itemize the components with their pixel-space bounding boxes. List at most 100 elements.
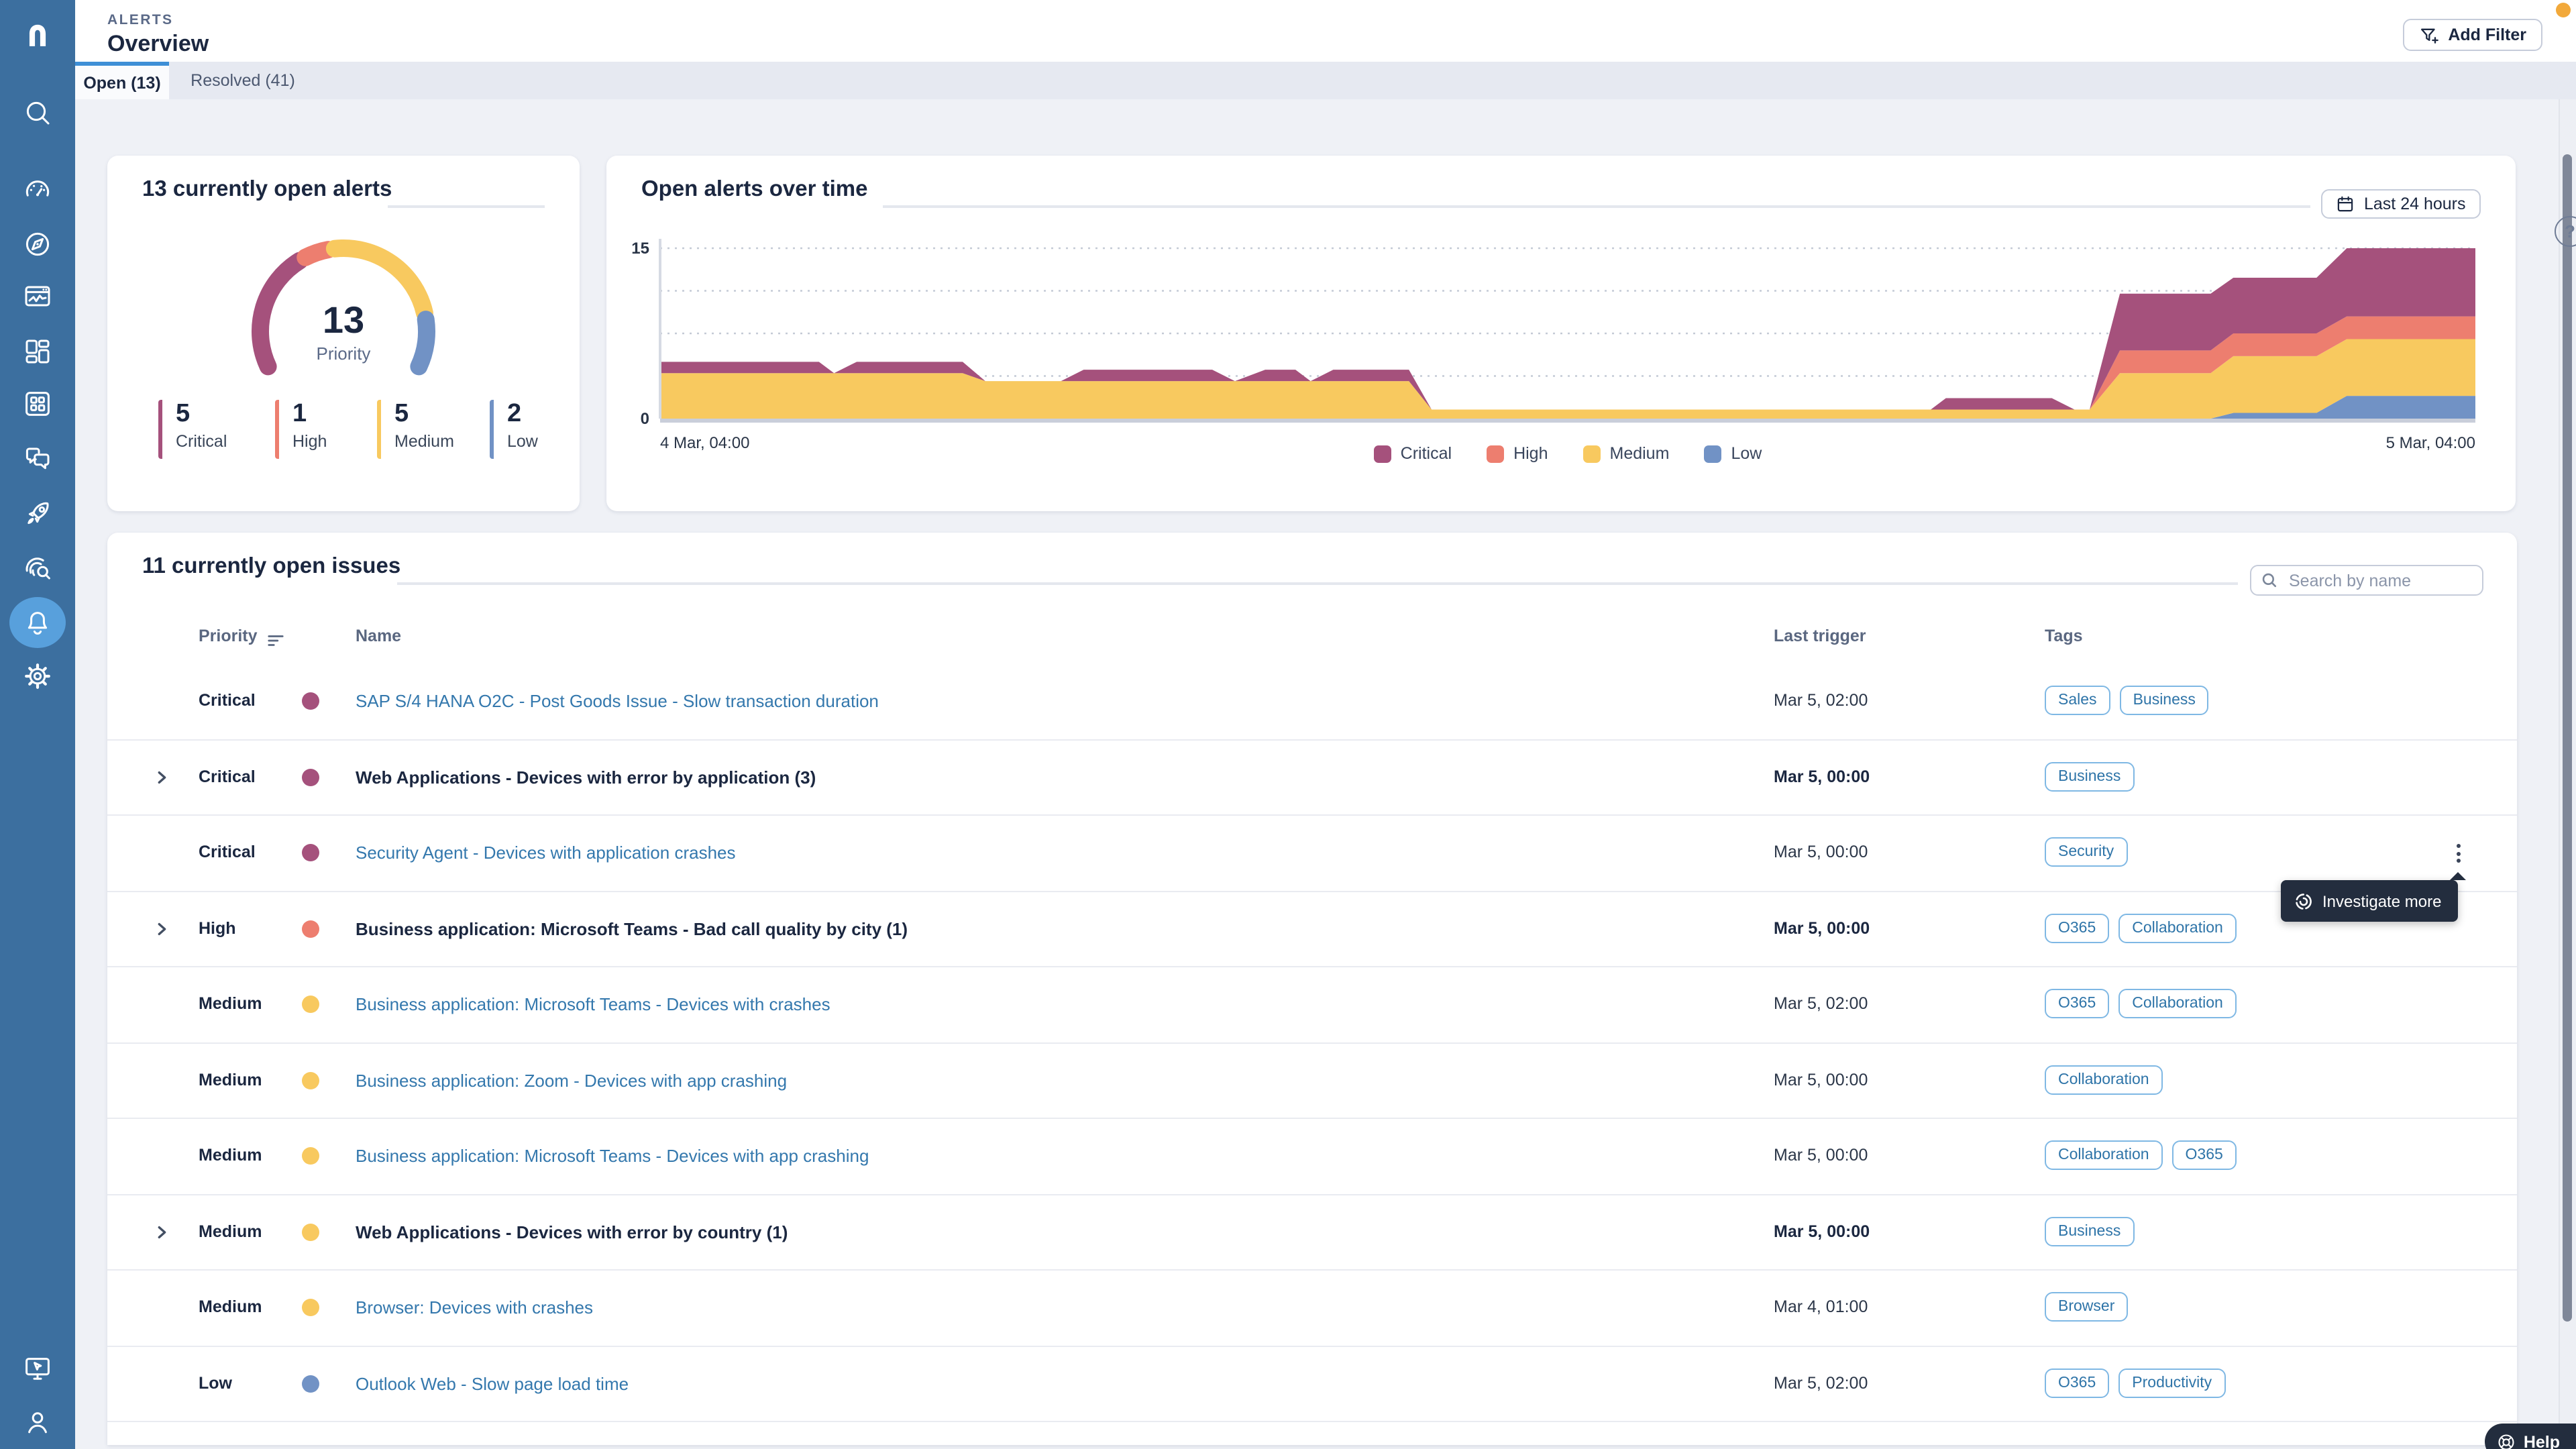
apps-icon — [25, 392, 50, 416]
sidebar-item-dashboard[interactable] — [11, 162, 64, 215]
last-trigger-value: Mar 4, 01:00 — [1774, 1297, 1868, 1316]
tag-chip: Sales — [2045, 686, 2110, 715]
time-range-button[interactable]: Last 24 hours — [2321, 189, 2481, 219]
last-trigger-value: Mar 5, 00:00 — [1774, 918, 1870, 937]
sidebar — [0, 0, 75, 1449]
filter-plus-icon — [2420, 28, 2438, 43]
expand-chevron-icon[interactable] — [153, 1223, 172, 1242]
table-row[interactable]: Critical Web Applications - Devices with… — [107, 740, 2517, 816]
add-filter-button[interactable]: Add Filter — [2402, 19, 2542, 51]
tag-chip: O365 — [2045, 989, 2110, 1018]
legend-swatch — [1582, 445, 1601, 462]
tag-chip: Collaboration — [2045, 1065, 2163, 1094]
kebab-menu-icon[interactable] — [2447, 839, 2469, 868]
tag-chip: Collaboration — [2118, 989, 2237, 1018]
column-header-tags[interactable]: Tags — [2045, 627, 2083, 645]
stat-label: Critical — [176, 432, 227, 451]
tags-cell: O365 Collaboration — [2045, 913, 2237, 943]
table-row[interactable]: Critical SAP S/4 HANA O2C - Post Goods I… — [107, 664, 2517, 740]
sidebar-item-settings[interactable] — [11, 649, 64, 702]
issue-group-name[interactable]: Web Applications - Devices with error by… — [356, 1222, 788, 1242]
column-header-last-trigger[interactable]: Last trigger — [1774, 627, 1866, 645]
issue-name-link[interactable]: Security Agent - Devices with applicatio… — [356, 843, 736, 863]
svg-text:15: 15 — [631, 239, 649, 258]
investigate-icon — [2296, 893, 2312, 909]
table-row[interactable]: Medium Business application: Zoom - Devi… — [107, 1043, 2517, 1119]
sort-icon[interactable] — [267, 632, 284, 649]
tag-chip: Business — [2045, 1216, 2135, 1246]
sidebar-item-launch[interactable] — [11, 486, 64, 540]
stat-label: Medium — [394, 432, 454, 451]
tags-cell: Sales Business — [2045, 686, 2209, 715]
sidebar-item-profile[interactable] — [11, 1395, 64, 1449]
issue-name-link[interactable]: SAP S/4 HANA O2C - Post Goods Issue - Sl… — [356, 691, 879, 711]
scrollbar-thumb[interactable] — [2563, 154, 2572, 1322]
column-header-priority[interactable]: Priority — [199, 627, 258, 645]
last-trigger-value: Mar 5, 00:00 — [1774, 767, 1870, 786]
issue-name-link[interactable]: Business application: Zoom - Devices wit… — [356, 1070, 788, 1090]
sidebar-item-search[interactable] — [11, 86, 64, 140]
priority-dot-icon — [302, 768, 319, 786]
table-row[interactable]: High Business application: Microsoft Tea… — [107, 892, 2517, 967]
table-row[interactable]: Low Outlook Web - Slow page load time Ma… — [107, 1346, 2517, 1422]
table-row[interactable]: Medium Business application: Microsoft T… — [107, 1119, 2517, 1195]
issue-group-name[interactable]: Web Applications - Devices with error by… — [356, 767, 816, 787]
chart-card-title: Open alerts over time — [641, 177, 868, 201]
priority-dot-icon — [302, 692, 319, 710]
issue-name-link[interactable]: Business application: Microsoft Teams - … — [356, 1146, 869, 1166]
sidebar-item-investigations[interactable] — [11, 541, 64, 594]
tab-open[interactable]: Open (13) — [75, 62, 169, 99]
expand-chevron-icon[interactable] — [153, 768, 172, 787]
tags-cell: Business — [2045, 761, 2135, 791]
priority-label: High — [199, 918, 236, 937]
sidebar-item-monitoring[interactable] — [11, 270, 64, 323]
issue-name-link[interactable]: Business application: Microsoft Teams - … — [356, 994, 830, 1014]
table-row[interactable]: Critical Security Agent - Devices with a… — [107, 816, 2517, 892]
help-button[interactable]: Help — [2484, 1424, 2576, 1449]
priority-label: Medium — [199, 1070, 262, 1089]
sidebar-item-applications[interactable] — [11, 377, 64, 431]
sidebar-item-alerts[interactable] — [9, 596, 66, 649]
last-trigger-value: Mar 5, 00:00 — [1774, 1070, 1868, 1089]
legend-label: Critical — [1400, 444, 1452, 463]
priority-label: Medium — [199, 1297, 262, 1316]
tab-resolved[interactable]: Resolved (41) — [191, 71, 295, 90]
tag-chip: Collaboration — [2118, 913, 2237, 943]
table-row[interactable]: Medium Browser: Devices with crashes Mar… — [107, 1271, 2517, 1346]
issue-group-name[interactable]: Business application: Microsoft Teams - … — [356, 918, 908, 938]
issue-name-link[interactable]: Outlook Web - Slow page load time — [356, 1373, 629, 1393]
legend-swatch — [1704, 445, 1722, 462]
chat-bubbles-icon — [25, 447, 50, 470]
stat-medium: 5 Medium — [377, 400, 454, 459]
sidebar-item-dashboards[interactable] — [11, 324, 64, 378]
summary-card-title: 13 currently open alerts — [142, 177, 392, 201]
search-input[interactable] — [2250, 565, 2483, 596]
tag-chip: O365 — [2171, 1140, 2237, 1170]
table-row[interactable]: Medium Business application: Microsoft T… — [107, 967, 2517, 1043]
compass-icon — [25, 231, 50, 256]
priority-label: Medium — [199, 1222, 262, 1240]
vertical-scrollbar[interactable] — [2559, 99, 2576, 1449]
tags-cell: Business — [2045, 1216, 2135, 1246]
issue-name-link[interactable]: Browser: Devices with crashes — [356, 1297, 593, 1318]
last-trigger-value: Mar 5, 02:00 — [1774, 691, 1868, 710]
nexthink-logo-icon[interactable] — [20, 17, 55, 55]
contextual-help-icon[interactable]: ? — [2555, 216, 2576, 247]
sidebar-item-engage[interactable] — [11, 432, 64, 486]
stat-label: Low — [507, 432, 538, 451]
sidebar-item-remote-desktop[interactable] — [11, 1341, 64, 1395]
expand-chevron-icon[interactable] — [153, 920, 172, 938]
tags-cell: Collaboration — [2045, 1065, 2163, 1094]
investigate-more-tooltip[interactable]: Investigate more — [2281, 872, 2466, 922]
table-row[interactable]: Medium Web Applications - Devices with e… — [107, 1195, 2517, 1271]
gauge-label: Priority — [316, 343, 371, 364]
sidebar-item-explore[interactable] — [11, 217, 64, 270]
table-header: Priority Name Last trigger Tags — [107, 627, 2517, 653]
column-header-name[interactable]: Name — [356, 627, 402, 645]
page-title: Overview — [107, 31, 209, 56]
gauge-icon — [25, 180, 50, 196]
breadcrumb: ALERTS — [107, 12, 174, 28]
priority-stats-row: 5 Critical 1 High 5 Medium 2 Low — [107, 400, 580, 464]
search-icon — [2262, 573, 2277, 588]
